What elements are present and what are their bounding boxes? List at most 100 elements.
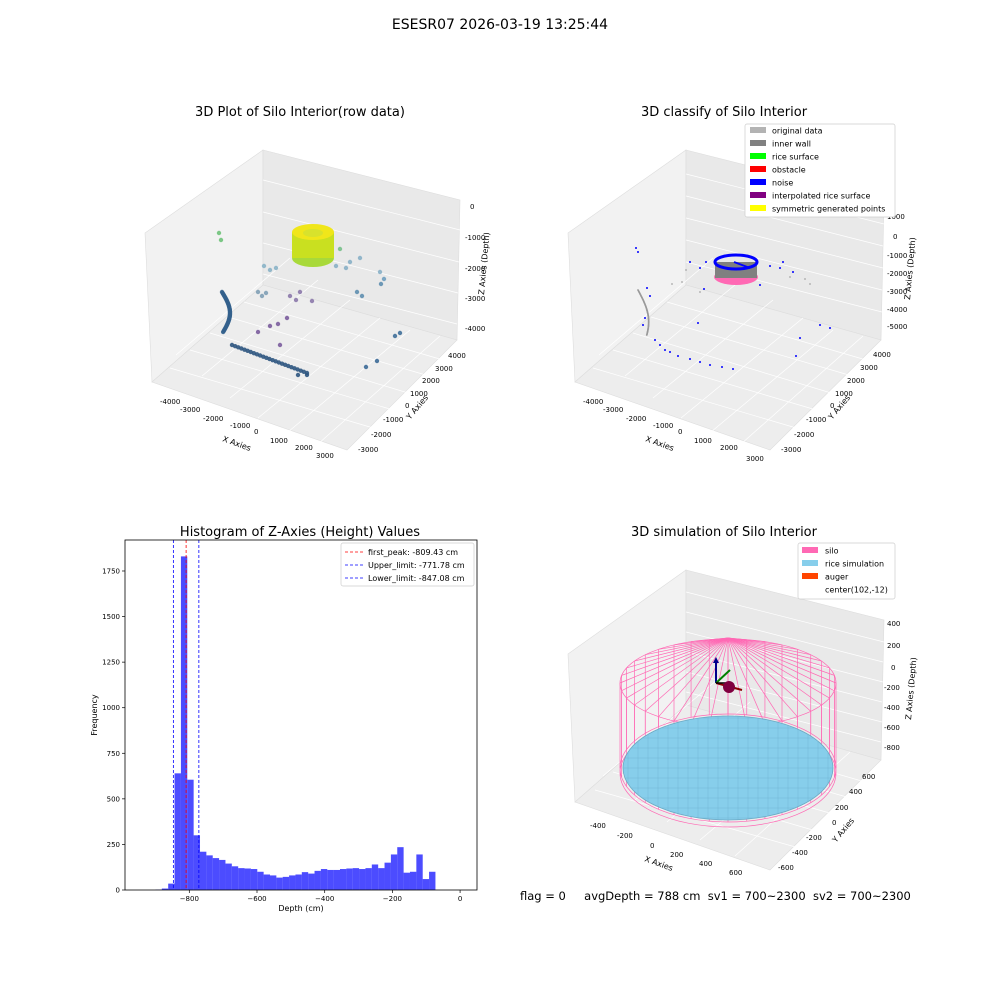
histogram-bar [339,869,347,890]
simulation-legend: silo rice simulation auger center(102,-12) [797,542,896,600]
histogram-bar [219,859,226,890]
simulation-legend-label: silo [825,547,839,556]
histogram-bar [320,869,328,890]
raw-point [354,289,360,295]
classify-ytick: -1000 [806,416,826,424]
classify-noise-point [644,317,646,319]
classify-legend: original data inner wall rice surface obsta… [744,123,896,218]
classify-ztick: 0 [893,233,897,241]
classify-ytick: -2000 [794,431,814,439]
raw-point [259,293,265,299]
histogram-x-ticks: −800 −600 −400 −200 0 [180,890,462,903]
silo-roof-spoke [645,637,729,656]
raw-point [397,330,403,336]
classify-point [789,276,791,278]
classify-ztick: -3000 [887,288,907,296]
classify-point [645,334,648,336]
classify-legend-swatch [750,127,766,133]
classify-ztick: -5000 [887,323,907,331]
histogram-bar [327,869,334,890]
histogram-bar [161,888,169,890]
raw-xtick: -2000 [203,415,223,423]
histogram-bar [371,864,379,890]
classify-ztick: -1000 [887,252,907,260]
simulation-ztick: -400 [884,704,900,712]
histogram-bar [180,556,188,890]
classify-ztick: -2000 [887,270,907,278]
silo-roof-spoke [727,637,822,662]
histogram-y-ticks: 0 250 500 750 1000 1250 1500 1750 [102,567,125,895]
classify-noise-point [799,337,801,339]
histogram-bar [295,874,302,890]
classify-xtick: -2000 [626,415,646,423]
histogram-ytick-label: 250 [107,841,120,849]
classify-point [809,283,811,285]
simulation-ztick: 200 [887,642,900,650]
histogram-bar [314,870,321,890]
raw-ztick: -3000 [465,295,485,303]
simulation-xtick: 400 [699,860,712,868]
histogram-bar [409,871,417,890]
silo-roof-spoke [626,637,729,699]
classify-zlabel: Z Axies (Depth) [903,237,917,300]
histogram-bar [378,868,385,890]
classify-legend-swatch [750,153,766,159]
silo-roof-spoke [708,637,729,727]
silo-roof-spoke [727,637,811,712]
raw-ztick: -1000 [465,234,485,242]
histogram-bar [352,868,360,890]
raw-ytick: -1000 [383,416,403,424]
simulation-ytick: 600 [862,773,875,781]
histogram-bar [187,779,194,890]
histogram-bar [390,854,398,890]
histogram-bar [200,851,207,890]
histogram-plot: −800 −600 −400 −200 0 0 250 500 750 1000 1250 1500… [90,539,478,913]
raw-ytick: -3000 [358,446,378,454]
histogram-bar [301,872,309,890]
histogram-legend-label: Upper_limit: -771.78 cm [368,561,465,570]
histogram-bar [212,858,220,890]
simulation-xtick: 0 [650,842,654,850]
histogram-bar [174,773,181,890]
simulation-ztick: -800 [884,744,900,752]
status-line: flag = 0 avgDepth = 788 cm sv1 = 700~230… [520,889,911,903]
histogram-xtick-label: −400 [315,895,334,903]
classify-panel-title: 3D classify of Silo Interior [641,105,808,120]
classify-xtick: 1000 [694,437,712,445]
silo-roof-spoke [727,637,830,669]
auger-marker [723,681,735,693]
histogram-bar [276,877,283,890]
raw-xlabel: X Axies [221,434,252,453]
raw-point [275,321,281,327]
simulation-xtick: 200 [670,851,683,859]
classify-noise-point [635,247,637,249]
raw-point [357,255,363,261]
classify-point [671,283,673,285]
classify-noise-point [779,267,781,269]
classify-noise-point [829,327,831,329]
classify-noise-point [703,288,705,290]
classify-legend-swatch [750,192,766,198]
raw-ytick: 3000 [435,365,453,373]
classify-ytick: 2000 [847,377,865,385]
raw-point [363,364,369,370]
silo-roof-spoke [673,637,729,722]
histogram-bar [397,847,404,890]
histogram-ytick-label: 1500 [102,613,120,621]
raw-ytick: 2000 [422,377,440,385]
simulation-ytick: -600 [778,864,794,872]
status-sv2: sv2 = 700~2300 [812,889,911,903]
classify-legend-swatch [750,205,766,211]
histogram-bar [263,874,270,890]
raw-ztick: -4000 [465,325,485,333]
histogram-bar [269,875,277,890]
raw-ytick: -2000 [371,431,391,439]
classify-noise-point [646,287,648,289]
silo-roof-spoke [727,637,835,691]
raw-point [333,263,339,269]
classify-xlabel: X Axies [644,434,675,453]
histogram-ytick-label: 1000 [102,704,120,712]
raw-ytick: 4000 [448,352,466,360]
classify-noise-point [697,322,699,324]
classify-noise-point [669,351,671,353]
